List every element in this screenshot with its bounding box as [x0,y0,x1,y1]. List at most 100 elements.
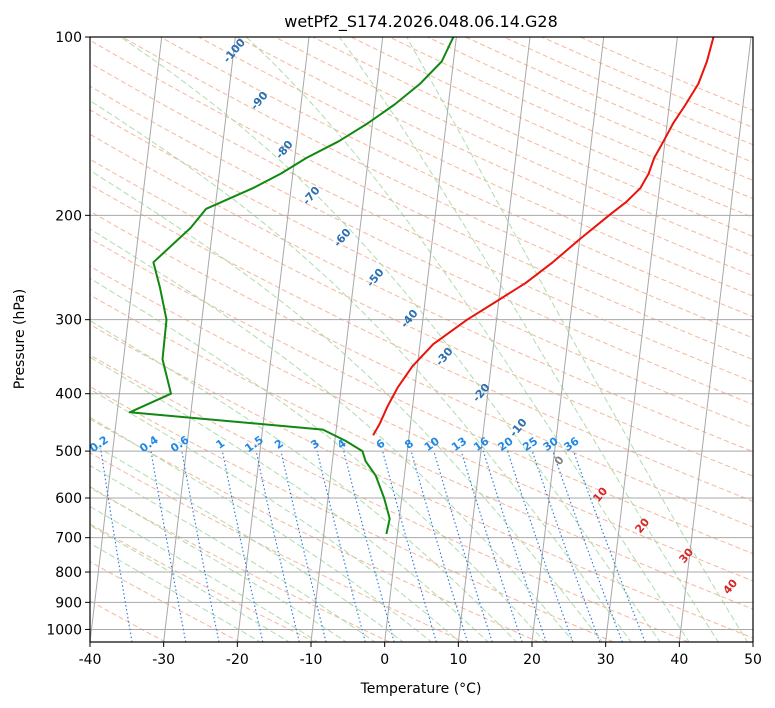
y-tick-label: 800 [55,565,82,581]
dry-adiabat-line [90,62,753,383]
y-axis: 100 200 300 400 500 600 700 800 900 1000 [46,30,90,638]
isotherm-line [90,37,163,642]
moist-adiabat-line [90,505,319,642]
isotherm-line [310,37,384,642]
dry-adiabat-line [90,354,689,642]
y-tick-label: 1000 [46,622,82,638]
x-tick-label: 30 [597,652,615,668]
mixing-ratio-label: 0.4 [137,433,161,455]
mixing-ratio-label: 8 [402,437,416,452]
mixing-ratio-line [460,450,523,642]
mixing-ratio-line [507,450,574,642]
mixing-ratio-line [255,450,300,642]
dry-adiabat-line [90,210,753,528]
isotherm-line [384,37,457,642]
dry-adiabat-line [90,452,465,642]
dry-adiabat-label: -40 [398,307,421,331]
moist-adiabat-line [90,542,262,642]
moist-adiabat-line [90,388,461,642]
mixing-ratio-line [482,450,547,642]
mixing-ratio-line [343,450,395,642]
dry-adiabat-line [90,85,753,406]
y-tick-label: 500 [55,444,82,460]
temperature-profile-line [372,37,715,436]
dry-adiabat-line [90,294,753,610]
mixing-ratio-line [531,450,601,642]
dry-adiabat-line [350,37,753,218]
x-tick-label: 0 [380,652,389,668]
moist-adiabat-line [90,441,404,642]
y-tick-label: 200 [55,208,82,224]
dry-adiabat-label: -20 [470,381,493,405]
isotherm-line [163,37,236,642]
mixing-ratio-line [382,450,437,642]
dry-adiabat-line [90,487,390,642]
moist-adiabat-line [90,228,575,642]
x-axis: -40 -30 -20 -10 0 10 20 30 40 50 [79,642,762,668]
dry-adiabat-line [90,523,315,642]
mixing-ratio-label: 4 [335,437,349,452]
isotherm-line [752,637,753,642]
mixing-ratio-label: 3 [308,437,322,452]
mixing-ratio-line [280,450,327,642]
mixing-ratio-line [572,450,646,642]
mixing-ratio-line [316,450,366,642]
dry-adiabat-line [427,37,753,181]
x-tick-label: -30 [152,652,175,668]
x-tick-label: 20 [523,652,541,668]
isotherm-line [678,37,752,642]
moist-adiabat-label: 30 [676,545,696,565]
dry-adiabat-line [90,133,753,453]
dry-adiabat-line [90,237,753,555]
mixing-ratio-label: 2 [272,437,286,452]
grid-layer [90,37,753,642]
mixing-ratio-label: 1.5 [242,433,265,455]
mixing-ratio-line [410,450,469,642]
mixing-ratio-line [433,450,493,642]
y-tick-label: 700 [55,531,82,547]
isotherm-line [531,37,605,642]
dry-adiabat-line [90,109,753,429]
moist-adiabat-line [90,524,291,642]
isotherm-line [605,37,678,642]
dry-adiabat-line [90,39,753,361]
moist-adiabat-line [90,416,433,642]
moist-adiabat-label: 40 [720,576,740,596]
moist-adiabat-line [245,37,690,642]
chart-title: wetPf2_S174.2026.048.06.14.G28 [284,12,558,32]
plot-frame [89,36,754,643]
moist-adiabat-line [90,464,376,642]
dry-adiabat-line [90,385,614,642]
x-axis-label: Temperature (°C) [360,681,482,697]
mixing-ratio-line [221,450,264,642]
y-tick-label: 300 [55,313,82,329]
dry-adiabat-line [274,37,753,257]
dry-adiabat-line [90,561,241,642]
moist-adiabat-line [90,277,546,642]
moist-adiabat-line [90,356,489,642]
series-layer [128,37,715,535]
y-tick-label: 600 [55,491,82,507]
dry-adiabat-label: -50 [364,266,387,290]
mixing-ratio-line [150,451,187,642]
y-tick-label: 400 [55,387,82,403]
moist-adiabat-line [90,169,603,642]
x-tick-label: 10 [449,652,467,668]
mixing-ratio-label: 0.2 [87,433,110,455]
dry-adiabat-line [122,37,753,339]
y-tick-label: 900 [55,595,82,611]
x-tick-label: 50 [744,652,762,668]
dry-adiabat-label: -90 [248,89,271,113]
y-axis-label: Pressure (hPa) [12,289,28,389]
mixing-ratio-line [552,450,623,642]
x-tick-label: -40 [79,652,102,668]
mixing-ratio-label: 1 [214,437,228,452]
y-tick-label: 100 [55,30,82,46]
dry-adiabat-line [465,37,753,163]
isotherm-line [236,37,310,642]
moist-adiabat-label: 0 [552,453,567,467]
moist-adiabat-label: 10 [590,484,610,504]
moist-adiabat-line [90,486,348,642]
x-tick-label: -20 [226,652,249,668]
